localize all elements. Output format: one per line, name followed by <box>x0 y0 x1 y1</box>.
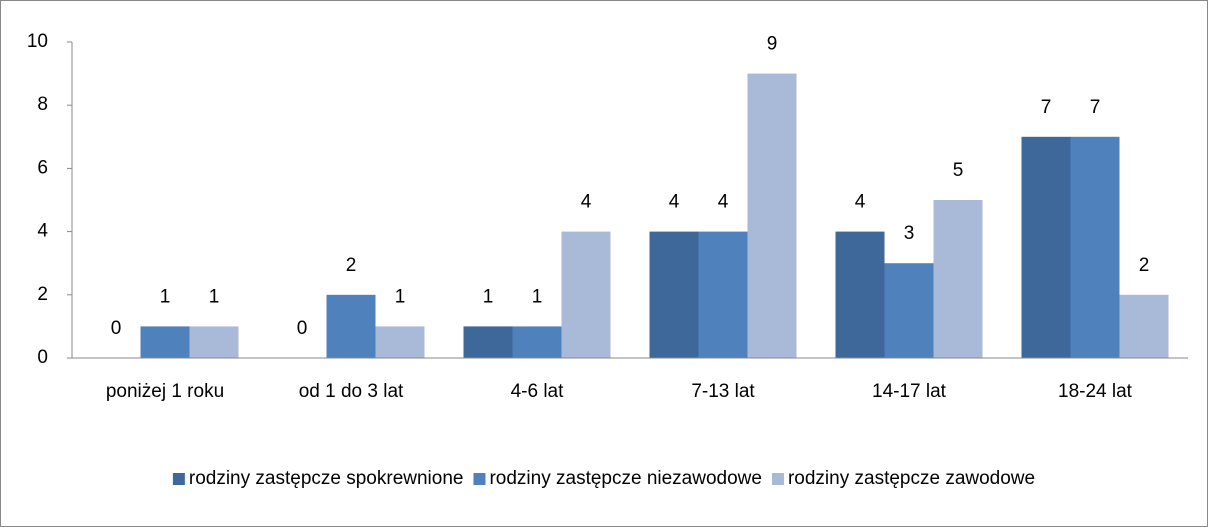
bar <box>747 73 797 358</box>
bar <box>375 326 425 358</box>
data-label: 0 <box>111 318 122 339</box>
data-label: 4 <box>855 192 866 213</box>
bar <box>512 326 562 358</box>
legend-label: rodziny zastępcze zawodowe <box>788 468 1035 489</box>
y-tick-label: 10 <box>27 31 48 52</box>
data-label: 2 <box>346 255 357 276</box>
x-tick-label: 7-13 lat <box>691 381 755 402</box>
data-label: 1 <box>160 286 171 307</box>
data-label: 7 <box>1090 97 1101 118</box>
bar <box>140 326 190 358</box>
legend-label: rodziny zastępcze niezawodowe <box>489 468 762 489</box>
data-label: 0 <box>297 318 308 339</box>
bar <box>189 326 239 358</box>
legend-swatch <box>473 473 486 485</box>
data-label: 4 <box>581 192 592 213</box>
legend-swatch <box>172 473 185 485</box>
y-tick-label: 8 <box>37 94 48 115</box>
data-label: 4 <box>718 192 729 213</box>
legend-swatch <box>771 473 784 485</box>
bar <box>933 200 983 358</box>
bar <box>326 294 376 358</box>
y-tick-label: 2 <box>37 284 48 305</box>
bar <box>1119 294 1169 358</box>
data-label: 9 <box>767 34 778 55</box>
data-label: 2 <box>1139 255 1150 276</box>
data-label: 1 <box>532 286 543 307</box>
data-label: 4 <box>669 192 680 213</box>
data-label: 1 <box>483 286 494 307</box>
bar <box>698 231 748 358</box>
data-label: 1 <box>209 286 220 307</box>
data-label: 7 <box>1041 97 1052 118</box>
bar <box>463 326 513 358</box>
x-tick-label: 4-6 lat <box>511 381 565 402</box>
bar <box>1070 136 1120 358</box>
data-label: 5 <box>953 160 964 181</box>
bar <box>884 263 934 358</box>
legend-label: rodziny zastępcze spokrewnione <box>189 468 464 489</box>
x-tick-label: od 1 do 3 lat <box>299 381 404 402</box>
y-tick-label: 0 <box>37 347 48 368</box>
data-label: 1 <box>395 286 406 307</box>
x-tick-label: poniżej 1 roku <box>106 381 224 402</box>
bar <box>649 231 699 358</box>
y-tick-label: 6 <box>37 157 48 178</box>
bar <box>561 231 611 358</box>
y-tick-label: 4 <box>37 221 48 242</box>
x-tick-label: 18-24 lat <box>1058 381 1133 402</box>
bar <box>835 231 885 358</box>
bar <box>1021 136 1071 358</box>
data-label: 3 <box>904 223 915 244</box>
x-tick-label: 14-17 lat <box>872 381 947 402</box>
